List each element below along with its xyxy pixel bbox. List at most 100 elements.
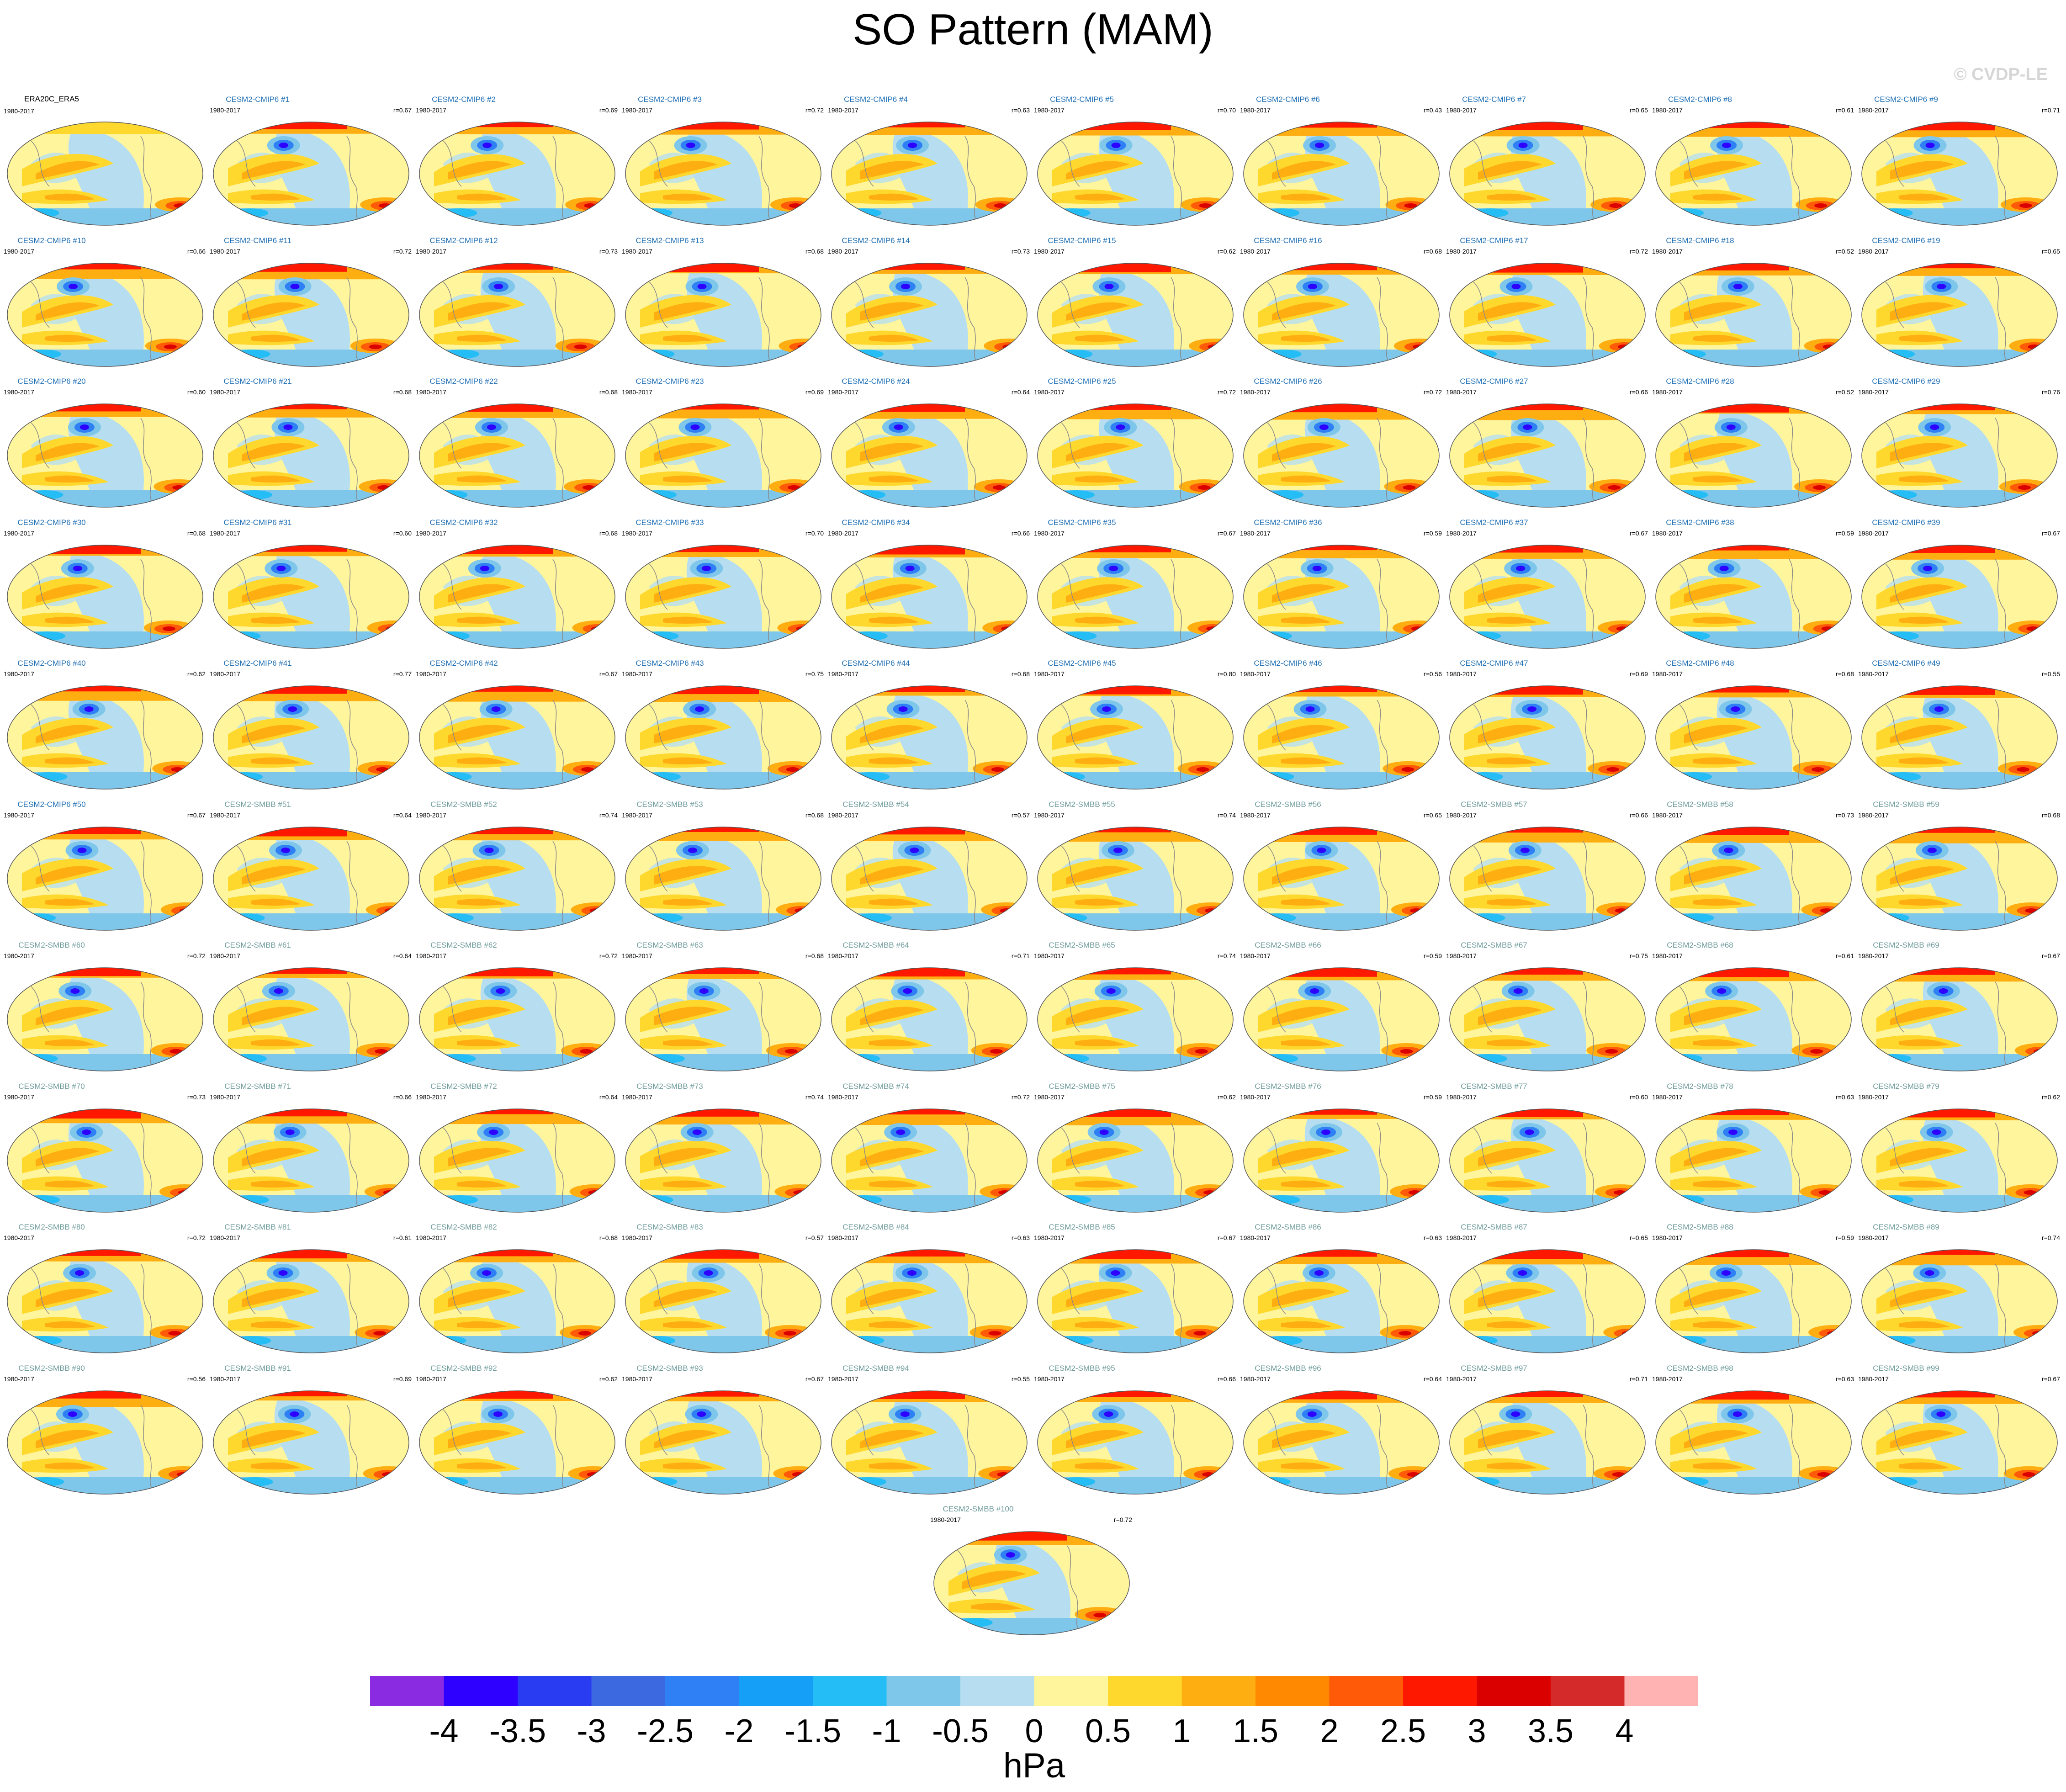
map-panel: 1980-2017 CESM2-CMIP6 #23 r=0.69	[622, 377, 827, 519]
panel-title: CESM2-SMBB #52	[430, 800, 497, 809]
panel-title: CESM2-CMIP6 #20	[17, 377, 86, 386]
map-panel: 1980-2017 CESM2-CMIP6 #15 r=0.62	[1034, 236, 1240, 378]
panel-years: 1980-2017	[1034, 811, 1065, 819]
panel-correlation: r=0.55	[1011, 1375, 1030, 1383]
panel-correlation: r=0.60	[187, 388, 206, 396]
colorbar-swatch	[1624, 1676, 1698, 1706]
panel-correlation: r=0.67	[2041, 1375, 2060, 1383]
global-map	[213, 122, 409, 226]
global-map	[1861, 122, 2058, 226]
panel-title: CESM2-SMBB #61	[224, 941, 291, 949]
map-panel: 1980-2017 CESM2-CMIP6 #45 r=0.80	[1034, 659, 1240, 801]
panel-years: 1980-2017	[828, 811, 858, 819]
panel-title: CESM2-CMIP6 #30	[17, 518, 86, 527]
global-map	[419, 262, 615, 367]
global-map	[1449, 685, 1646, 790]
panel-correlation: r=0.62	[187, 670, 206, 678]
panel-correlation: r=0.55	[2041, 670, 2060, 678]
panel-years: 1980-2017	[210, 1234, 240, 1241]
panel-years: 1980-2017	[1446, 106, 1477, 114]
panel-title: CESM2-CMIP6 #38	[1666, 518, 1734, 527]
panel-correlation: r=0.72	[805, 106, 824, 114]
panel-title: CESM2-SMBB #71	[224, 1082, 291, 1091]
panel-years: 1980-2017	[210, 529, 240, 537]
map-panel: 1980-2017 CESM2-CMIP6 #50 r=0.67	[4, 800, 209, 942]
map-panel: 1980-2017 CESM2-SMBB #65 r=0.74	[1034, 941, 1240, 1082]
panel-title: CESM2-CMIP6 #15	[1048, 236, 1116, 245]
panel-correlation: r=0.72	[187, 952, 206, 960]
panel-correlation: r=0.68	[599, 388, 618, 396]
global-map	[1861, 1249, 2058, 1353]
panel-years: 1980-2017	[1652, 1234, 1683, 1241]
panel-correlation: r=0.73	[1011, 247, 1030, 255]
global-map	[625, 544, 821, 649]
panel-correlation: r=0.68	[393, 388, 412, 396]
global-map	[1037, 403, 1234, 508]
panel-years: 1980-2017	[1858, 247, 1889, 255]
panel-correlation: r=0.65	[2041, 247, 2060, 255]
map-panel: 1980-2017 CESM2-CMIP6 #38 r=0.59	[1652, 518, 1858, 660]
panel-correlation: r=0.71	[1629, 1375, 1648, 1383]
map-panel: 1980-2017 CESM2-CMIP6 #17 r=0.72	[1446, 236, 1652, 378]
panel-years: 1980-2017	[416, 529, 446, 537]
panel-correlation: r=0.60	[1629, 1093, 1648, 1101]
panel-correlation: r=0.56	[187, 1375, 206, 1383]
panel-correlation: r=0.72	[599, 952, 618, 960]
panel-title: CESM2-CMIP6 #16	[1254, 236, 1322, 245]
panel-correlation: r=0.67	[393, 106, 412, 114]
panel-correlation: r=0.75	[1629, 952, 1648, 960]
map-panel: 1980-2017 CESM2-CMIP6 #33 r=0.70	[622, 518, 827, 660]
global-map	[7, 122, 203, 226]
panel-correlation: r=0.59	[1423, 1093, 1442, 1101]
panel-years: 1980-2017	[1034, 1093, 1065, 1101]
panel-years: 1980-2017	[1240, 1234, 1271, 1241]
panel-title: CESM2-CMIP6 #50	[17, 800, 86, 809]
map-panel: 1980-2017 CESM2-SMBB #92 r=0.62	[416, 1364, 621, 1506]
global-map	[1037, 967, 1234, 1071]
global-map	[1449, 544, 1646, 649]
map-panel: 1980-2017 CESM2-SMBB #82 r=0.68	[416, 1223, 621, 1364]
panel-years: 1980-2017	[1858, 529, 1889, 537]
global-map	[1655, 826, 1852, 931]
panel-title: CESM2-SMBB #99	[1873, 1363, 1939, 1373]
colorbar-tick-label: 3	[1467, 1713, 1486, 1750]
global-map	[213, 1108, 409, 1213]
panel-correlation: r=0.64	[1423, 1375, 1442, 1383]
panel-correlation: r=0.73	[599, 247, 618, 255]
panel-correlation: r=0.52	[1835, 247, 1854, 255]
global-map	[1655, 122, 1852, 226]
panel-correlation: r=0.74	[599, 811, 618, 819]
map-panel: 1980-2017 CESM2-CMIP6 #16 r=0.68	[1240, 236, 1446, 378]
panel-title: CESM2-SMBB #55	[1049, 800, 1115, 809]
panel-title: CESM2-SMBB #100	[943, 1505, 1014, 1513]
map-panel: 1980-2017 CESM2-CMIP6 #44 r=0.68	[828, 659, 1033, 801]
panel-title: CESM2-SMBB #67	[1461, 941, 1527, 949]
panel-correlation: r=0.72	[1629, 247, 1648, 255]
global-map	[1243, 967, 1440, 1071]
panel-years: 1980-2017	[416, 1234, 446, 1241]
global-map	[831, 967, 1028, 1071]
panel-years: 1980-2017	[1446, 1234, 1477, 1241]
map-panel: 1980-2017 CESM2-CMIP6 #39 r=0.67	[1858, 518, 2064, 660]
panel-correlation: r=0.75	[805, 670, 824, 678]
colorbar-swatch	[960, 1676, 1034, 1706]
global-map	[7, 403, 203, 508]
panel-title: CESM2-CMIP6 #49	[1872, 659, 1940, 668]
map-panel: 1980-2017 CESM2-CMIP6 #26 r=0.72	[1240, 377, 1446, 519]
panel-correlation: r=0.65	[1629, 1234, 1648, 1241]
panel-title: CESM2-SMBB #63	[636, 941, 703, 949]
global-map	[419, 1390, 615, 1495]
panel-correlation: r=0.61	[393, 1234, 412, 1241]
map-panel: 1980-2017 CESM2-SMBB #98 r=0.63	[1652, 1364, 1858, 1506]
panel-correlation: r=0.70	[1217, 106, 1236, 114]
panel-correlation: r=0.65	[1629, 106, 1648, 114]
panel-correlation: r=0.67	[599, 670, 618, 678]
colorbar-swatch	[886, 1676, 960, 1706]
global-map	[1243, 685, 1440, 790]
map-panel: 1980-2017 CESM2-SMBB #100 r=0.72	[930, 1505, 1136, 1646]
colorbar-swatch	[1329, 1676, 1403, 1706]
panel-years: 1980-2017	[4, 107, 34, 115]
global-map	[7, 1108, 203, 1213]
panel-correlation: r=0.63	[1011, 106, 1030, 114]
